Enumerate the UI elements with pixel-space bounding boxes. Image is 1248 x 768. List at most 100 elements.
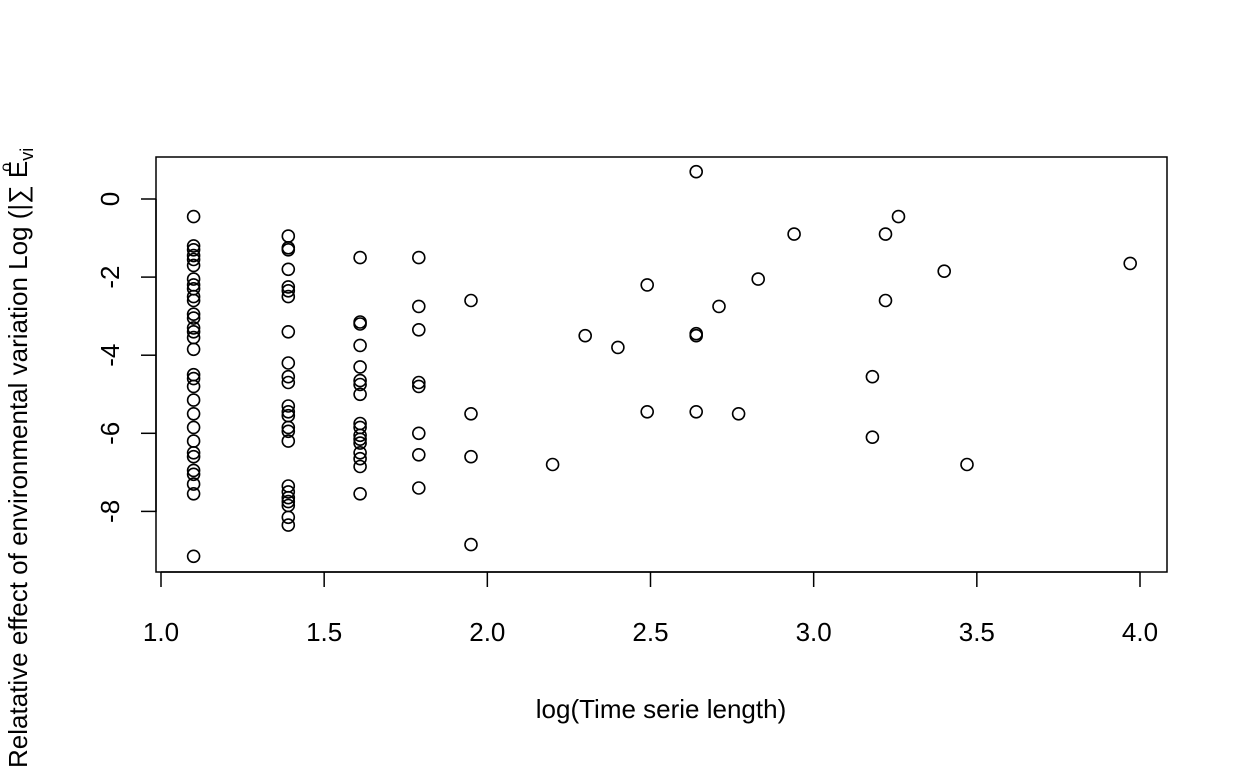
data-point xyxy=(281,399,296,413)
data-point xyxy=(281,243,296,257)
data-point xyxy=(186,434,201,448)
data-point xyxy=(186,311,201,325)
data-point xyxy=(353,451,367,466)
y-axis-ticks: 0 -2 -4 -6 -8 xyxy=(95,192,156,523)
data-point xyxy=(186,467,201,482)
data-point xyxy=(186,289,201,304)
data-point xyxy=(186,477,201,491)
data-point xyxy=(891,209,906,224)
data-point xyxy=(186,406,201,421)
data-point xyxy=(353,360,367,374)
y-tick-label: -8 xyxy=(95,500,125,523)
data-point xyxy=(353,387,367,402)
data-point xyxy=(186,379,201,394)
y-axis-label-main: Relatative effect of environmental varia… xyxy=(3,161,33,768)
data-point xyxy=(865,369,880,384)
data-point xyxy=(186,258,201,273)
data-point xyxy=(281,280,296,294)
data-point xyxy=(186,209,201,224)
data-point xyxy=(186,321,201,335)
data-point xyxy=(186,445,201,460)
data-points xyxy=(186,164,1137,564)
data-point xyxy=(411,250,426,265)
data-point xyxy=(186,449,201,464)
data-point xyxy=(353,250,367,265)
data-point xyxy=(464,406,478,421)
data-point xyxy=(689,328,704,343)
data-point xyxy=(878,227,893,241)
data-point xyxy=(281,518,296,532)
y-axis-label-subscript: vi xyxy=(17,148,37,161)
data-point xyxy=(411,375,426,390)
data-point xyxy=(353,338,367,353)
data-point xyxy=(731,406,746,421)
data-point xyxy=(464,537,478,552)
data-point xyxy=(186,342,201,357)
data-point xyxy=(787,227,801,241)
y-axis-label-superscript: o xyxy=(0,163,15,172)
x-tick-label: 1.0 xyxy=(143,617,179,647)
data-point xyxy=(281,424,296,439)
y-tick-label: 0 xyxy=(95,192,125,206)
data-point xyxy=(186,549,201,564)
data-point xyxy=(640,278,655,292)
data-point xyxy=(281,490,296,505)
data-point xyxy=(353,373,367,388)
data-point xyxy=(186,463,201,478)
data-point xyxy=(865,430,880,445)
data-point xyxy=(281,324,296,339)
data-point xyxy=(353,445,367,460)
y-axis-label: Relatative effect of environmental varia… xyxy=(0,148,37,768)
x-tick-label: 4.0 xyxy=(1122,617,1158,647)
data-point xyxy=(186,371,201,386)
x-tick-label: 1.5 xyxy=(306,617,342,647)
data-point xyxy=(186,486,201,501)
data-point xyxy=(186,420,201,435)
data-point xyxy=(353,428,367,443)
data-point xyxy=(186,243,201,257)
data-point xyxy=(186,252,201,267)
y-tick-label: -6 xyxy=(95,422,125,445)
data-point xyxy=(186,272,201,286)
data-point xyxy=(411,447,426,462)
y-tick-label: -2 xyxy=(95,266,125,289)
data-point xyxy=(464,449,478,464)
y-tick-label: -4 xyxy=(95,344,125,367)
x-axis-ticks: 1.0 1.5 2.0 2.5 3.0 3.5 4.0 xyxy=(143,572,1158,647)
data-point xyxy=(281,375,296,390)
data-point xyxy=(281,404,296,419)
data-point xyxy=(281,434,296,448)
data-point xyxy=(689,404,704,419)
data-point xyxy=(411,481,426,495)
data-point xyxy=(281,485,296,499)
data-point xyxy=(186,293,201,308)
data-point xyxy=(353,377,367,392)
y-axis-label-group: Relatative effect of environmental varia… xyxy=(0,148,37,768)
data-point xyxy=(186,248,201,263)
data-point xyxy=(611,340,625,355)
data-point xyxy=(937,264,952,279)
data-point xyxy=(353,432,367,447)
data-point xyxy=(186,307,201,322)
data-point xyxy=(1123,256,1137,271)
data-point xyxy=(281,420,296,435)
data-point xyxy=(689,164,704,179)
data-point xyxy=(464,293,478,308)
data-point xyxy=(281,262,296,277)
x-tick-label: 3.0 xyxy=(796,617,832,647)
data-point xyxy=(186,324,201,339)
data-point xyxy=(411,299,426,314)
data-point xyxy=(411,426,426,441)
data-point xyxy=(186,239,201,253)
data-point xyxy=(878,293,893,308)
data-point xyxy=(353,486,367,501)
data-point xyxy=(281,229,296,243)
data-point xyxy=(281,494,296,509)
data-point xyxy=(353,436,367,450)
data-point xyxy=(751,272,766,286)
x-tick-label: 2.0 xyxy=(469,617,505,647)
data-point xyxy=(640,404,655,419)
data-point xyxy=(353,317,367,331)
data-point xyxy=(353,459,367,474)
